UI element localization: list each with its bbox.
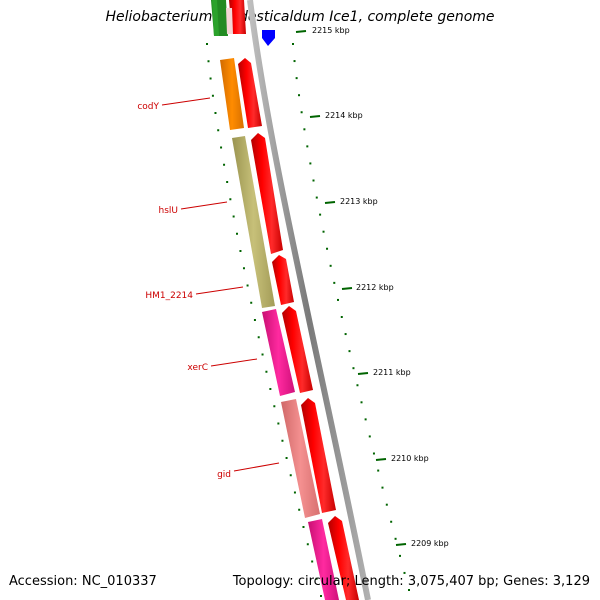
gid-label[interactable]: gid <box>217 470 231 480</box>
codY-label[interactable]: codY <box>137 102 159 112</box>
cds-gene-HM1_2214[interactable] <box>272 255 294 305</box>
topology-value: circular <box>297 574 346 589</box>
cds-gene-2211[interactable] <box>282 306 313 393</box>
pink-gene-bottom[interactable] <box>308 519 339 600</box>
cds-gene-2215[interactable] <box>238 58 262 128</box>
tick-mark-2211 <box>357 372 369 375</box>
gid-gene[interactable] <box>281 399 320 518</box>
tick-label-2212: 2212 kbp <box>356 283 394 292</box>
tick-mark-2210 <box>375 458 387 461</box>
accession-value: NC_010337 <box>81 574 157 589</box>
right-dot-track <box>292 43 410 591</box>
accession-label: Accession: <box>9 574 78 589</box>
cds-gene-2209[interactable] <box>328 516 359 600</box>
codY-leader-line <box>161 97 211 106</box>
length-value: 3,075,407 bp <box>407 574 495 589</box>
tick-label-2213: 2213 kbp <box>340 197 378 206</box>
white-gene-top <box>226 8 233 34</box>
gid-leader-line <box>233 462 280 472</box>
codY-gene[interactable] <box>220 58 244 130</box>
cds-gene-2210[interactable] <box>301 398 336 513</box>
tick-mark-2212 <box>341 287 353 290</box>
xerC-leader-line <box>210 358 258 367</box>
left-dot-track <box>206 43 322 597</box>
cds-gene-2214[interactable] <box>251 133 283 254</box>
tick-mark-2209 <box>395 543 407 546</box>
green-gene-highlight <box>212 0 219 36</box>
HM1_2214-label[interactable]: HM1_2214 <box>145 291 193 301</box>
gene-labels: codY hslU HM1_2214 xerC gid <box>137 97 280 480</box>
length-label: Length: <box>354 574 404 589</box>
blue-gene-feature[interactable] <box>262 30 275 46</box>
tick-mark-2214 <box>309 115 321 118</box>
tick-mark-2213 <box>324 201 336 204</box>
tick-label-2215: 2215 kbp <box>312 26 350 35</box>
scale-ticks: 2215 kbp 2214 kbp 2213 kbp 2212 kbp 2211… <box>295 26 449 548</box>
hslU-label[interactable]: hslU <box>159 206 178 216</box>
hslU-gene[interactable] <box>232 136 275 308</box>
xerC-gene[interactable] <box>262 309 295 396</box>
genes-value: 3,129 <box>552 574 590 589</box>
xerC-label[interactable]: xerC <box>187 363 208 373</box>
genes-label: Genes: <box>503 574 549 589</box>
accession-info: Accession: NC_010337 <box>9 574 157 589</box>
topology-label: Topology: <box>232 574 294 589</box>
hslU-leader-line <box>180 201 228 210</box>
tick-label-2214: 2214 kbp <box>325 111 363 120</box>
genome-title: Heliobacterium modesticaldum Ice1, compl… <box>105 9 495 25</box>
tick-label-2209: 2209 kbp <box>411 539 449 548</box>
tick-mark-2215 <box>295 30 307 33</box>
HM1_2214-leader-line <box>195 286 244 295</box>
tick-label-2210: 2210 kbp <box>391 454 429 463</box>
genome-stats: Topology: circular; Length: 3,075,407 bp… <box>232 574 590 589</box>
red-gene-top[interactable] <box>229 0 246 34</box>
tick-label-2211: 2211 kbp <box>373 368 411 377</box>
backbone-line <box>247 0 371 600</box>
